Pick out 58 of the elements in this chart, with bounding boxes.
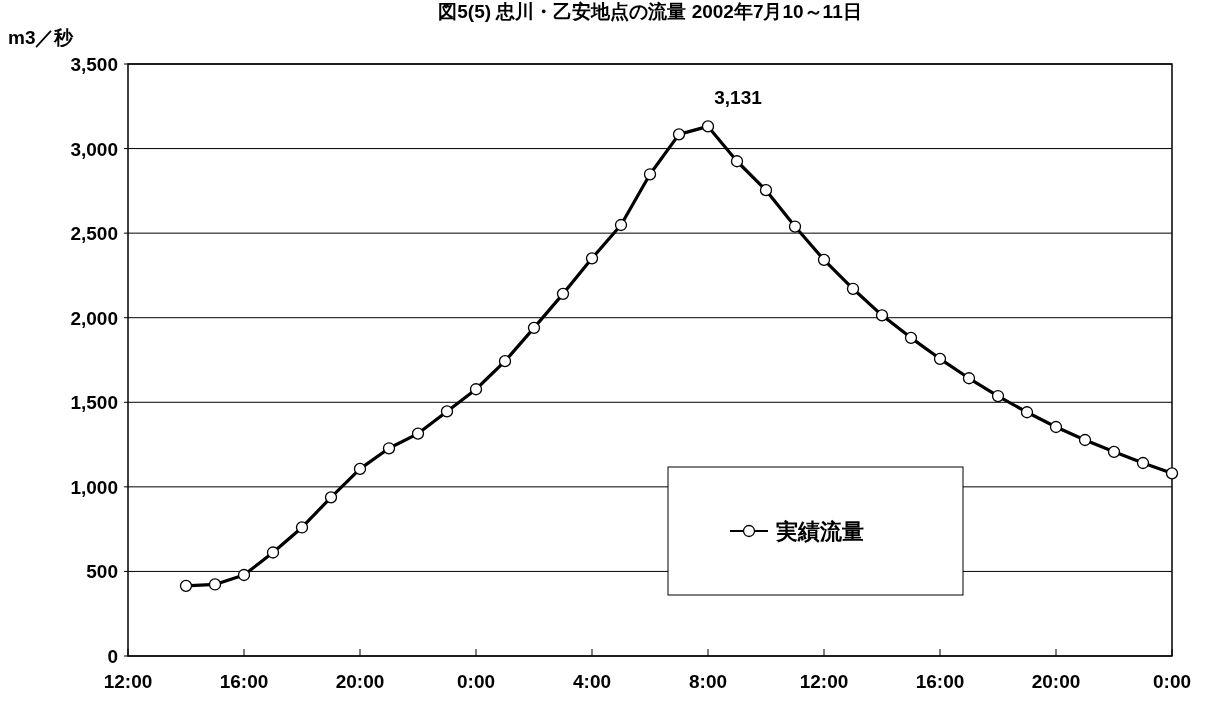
y-tick-label: 500 [86,561,118,583]
data-label: 3,131 [714,87,763,109]
point [179,579,193,592]
x-tick-label: 0:00 [456,671,496,692]
point [1078,433,1092,447]
x-tick-label: 12:00 [799,671,849,692]
x-tick-label: 16:00 [915,671,965,692]
point [817,253,831,267]
point [614,218,628,232]
point [1165,467,1179,480]
point [237,568,251,582]
legend: 実績流量 [667,466,964,596]
y-tick-label: 1,000 [70,476,118,498]
point [411,427,425,440]
point [962,372,976,385]
x-tick-label: 4:00 [572,671,612,692]
x-tick-label: 0:00 [1152,671,1192,692]
point [324,491,338,504]
point [353,462,367,476]
legend-label: 実績流量 [775,519,864,544]
point [1049,420,1063,434]
point [1107,445,1121,458]
x-tick-label: 12:00 [103,671,153,692]
point [1136,456,1150,470]
point [469,383,483,396]
y-tick-label: 3,000 [70,138,118,160]
y-tick-label: 3,500 [70,54,118,75]
point [875,309,889,322]
x-tick-label: 20:00 [1031,671,1081,692]
point [208,578,222,591]
point [585,252,599,265]
point [295,521,309,534]
point [672,128,686,141]
point [759,184,773,197]
point [991,389,1005,403]
point [701,120,715,133]
point [904,331,918,344]
chart-title: 図5(5) 忠川・乙安地点の流量 2002年7月10～11日 [438,1,862,22]
point [643,168,657,181]
y-tick-label: 2,500 [70,223,118,245]
point [440,405,454,418]
point [788,220,802,233]
point [527,321,541,335]
point [1020,406,1034,419]
x-tick-label: 16:00 [219,671,269,692]
y-tick-label: 0 [107,646,118,667]
x-tick-label: 8:00 [688,671,728,692]
point [266,546,280,559]
point [730,155,744,168]
y-tick-label: 1,500 [70,392,118,414]
x-tick-label: 20:00 [335,671,385,692]
y-axis-title: m3／秒 [8,27,75,48]
point [382,442,396,455]
y-tick-label: 2,000 [70,307,118,329]
point [933,352,947,365]
point [498,355,512,368]
point [556,287,570,301]
point [846,282,860,295]
